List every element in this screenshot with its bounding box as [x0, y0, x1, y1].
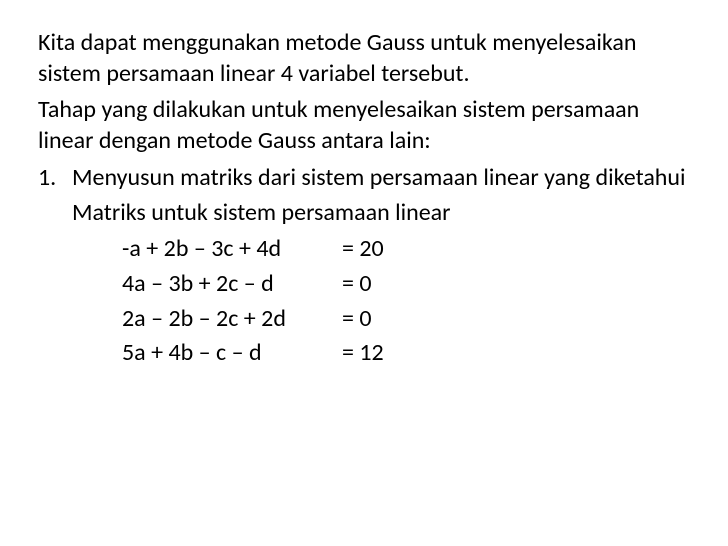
equation-rhs: = 0 — [342, 304, 372, 335]
list-text: Menyusun matriks dari sistem persamaan l… — [72, 163, 690, 194]
equation-row: 4a – 3b + 2c – d = 0 — [122, 269, 690, 300]
equation-row: -a + 2b – 3c + 4d = 20 — [122, 234, 690, 265]
equation-lhs: 2a – 2b – 2c + 2d — [122, 304, 342, 335]
equation-rhs: = 20 — [342, 234, 384, 265]
equation-rhs: = 12 — [342, 338, 384, 369]
ordered-list-item-1: 1. Menyusun matriks dari sistem persamaa… — [38, 163, 690, 194]
intro-paragraph-1: Kita dapat menggunakan metode Gauss untu… — [38, 28, 690, 89]
intro-paragraph-2: Tahap yang dilakukan untuk menyelesaikan… — [38, 95, 690, 156]
equation-rhs: = 0 — [342, 269, 372, 300]
equation-row: 5a + 4b – c – d = 12 — [122, 338, 690, 369]
list-subtext: Matriks untuk sistem persamaan linear — [72, 198, 690, 229]
equation-block: -a + 2b – 3c + 4d = 20 4a – 3b + 2c – d … — [122, 234, 690, 369]
equation-lhs: -a + 2b – 3c + 4d — [122, 234, 342, 265]
list-number: 1. — [38, 163, 72, 194]
equation-lhs: 5a + 4b – c – d — [122, 338, 342, 369]
slide-content: Kita dapat menggunakan metode Gauss untu… — [38, 28, 690, 369]
equation-lhs: 4a – 3b + 2c – d — [122, 269, 342, 300]
equation-row: 2a – 2b – 2c + 2d = 0 — [122, 304, 690, 335]
